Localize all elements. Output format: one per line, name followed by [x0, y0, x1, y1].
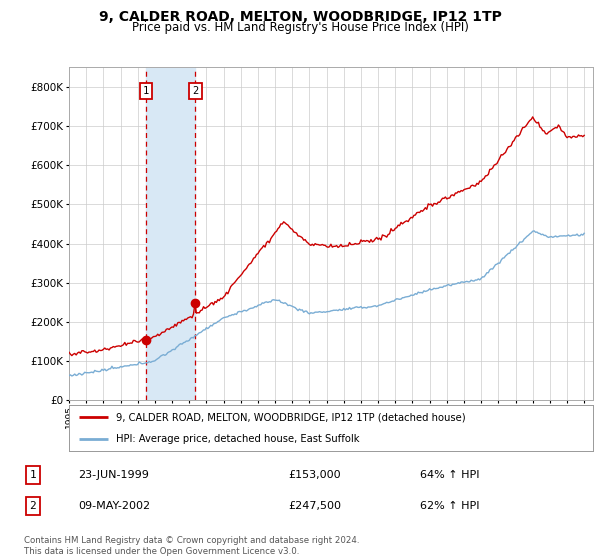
- Text: HPI: Average price, detached house, East Suffolk: HPI: Average price, detached house, East…: [116, 435, 359, 444]
- Text: 1: 1: [29, 470, 37, 480]
- Text: 2: 2: [192, 86, 199, 96]
- Bar: [146, 67, 196, 400]
- Text: 1: 1: [143, 86, 149, 96]
- Text: 9, CALDER ROAD, MELTON, WOODBRIDGE, IP12 1TP: 9, CALDER ROAD, MELTON, WOODBRIDGE, IP12…: [98, 10, 502, 24]
- Text: 23-JUN-1999: 23-JUN-1999: [78, 470, 149, 480]
- Text: 62% ↑ HPI: 62% ↑ HPI: [420, 501, 479, 511]
- Text: £247,500: £247,500: [288, 501, 341, 511]
- Text: 64% ↑ HPI: 64% ↑ HPI: [420, 470, 479, 480]
- Text: Contains HM Land Registry data © Crown copyright and database right 2024.
This d: Contains HM Land Registry data © Crown c…: [24, 536, 359, 556]
- Text: 09-MAY-2002: 09-MAY-2002: [78, 501, 150, 511]
- Text: 9, CALDER ROAD, MELTON, WOODBRIDGE, IP12 1TP (detached house): 9, CALDER ROAD, MELTON, WOODBRIDGE, IP12…: [116, 412, 466, 422]
- Text: Price paid vs. HM Land Registry's House Price Index (HPI): Price paid vs. HM Land Registry's House …: [131, 21, 469, 34]
- Text: 2: 2: [29, 501, 37, 511]
- Text: £153,000: £153,000: [288, 470, 341, 480]
